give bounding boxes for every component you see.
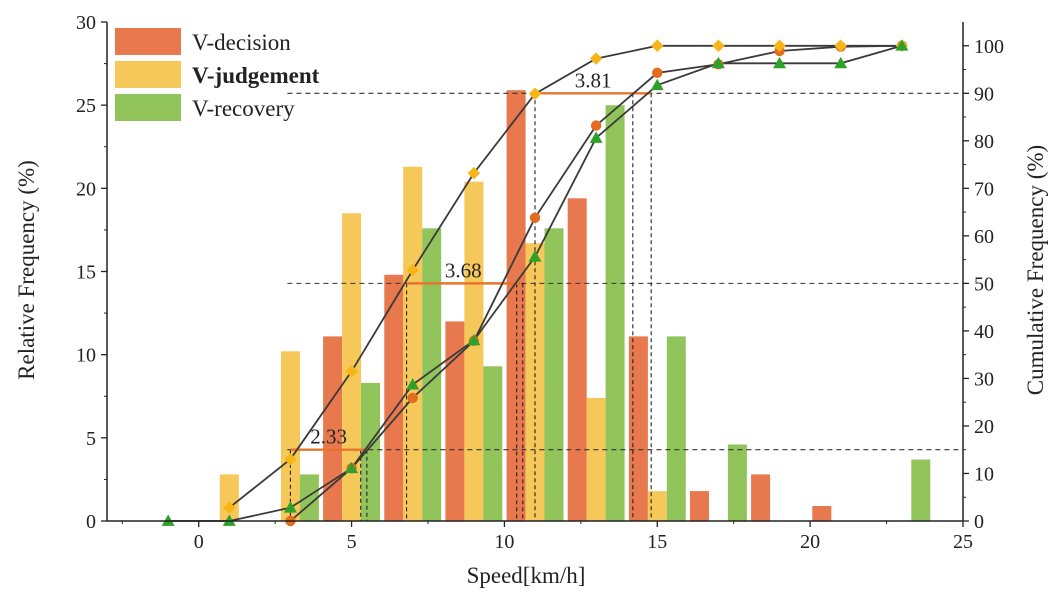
cumulative-line-judgement — [228, 44, 902, 509]
y2-tick-label: 50 — [974, 273, 994, 295]
percentile-width-label: 2.33 — [310, 425, 347, 449]
bar-recovery — [483, 366, 503, 521]
y2-tick-label: 80 — [974, 131, 994, 153]
bar-judgement — [586, 397, 606, 521]
cumulative-markers-layer — [161, 39, 909, 527]
y-tick-label: 20 — [76, 178, 96, 200]
y2-tick-label: 0 — [974, 511, 984, 533]
marker-judgement — [223, 501, 236, 514]
bar-recovery — [666, 336, 686, 521]
marker-judgement — [773, 39, 786, 52]
bar-decision — [751, 474, 771, 521]
marker-recovery — [283, 501, 297, 513]
bar-judgement — [219, 474, 239, 521]
marker-recovery — [467, 333, 481, 346]
legend-swatch-recovery — [115, 94, 181, 121]
legend: V-decision V-judgement V-recovery — [115, 28, 320, 121]
y-axis-title: Relative Frequency (%) — [14, 160, 39, 380]
y2-tick-label: 60 — [974, 226, 994, 248]
y-tick-label: 30 — [76, 12, 96, 34]
marker-recovery — [589, 131, 603, 143]
y2-tick-label: 10 — [974, 463, 994, 485]
bar-decision — [506, 90, 526, 521]
marker-judgement — [834, 39, 847, 52]
bar-judgement — [464, 181, 484, 521]
axes-layer: 0 5 10 15 20 25051015202530010203040506070809… — [76, 12, 1004, 553]
percentile-width-label: 3.68 — [445, 258, 482, 282]
marker-judgement — [712, 39, 725, 52]
bar-recovery — [361, 382, 380, 521]
marker-recovery — [222, 514, 236, 526]
bar-decision — [628, 336, 648, 521]
marker-decision — [529, 212, 541, 223]
x-tick-label: 5 — [347, 531, 357, 553]
bar-recovery — [911, 459, 931, 521]
marker-recovery — [406, 378, 420, 390]
bar-recovery — [727, 444, 747, 521]
bar-recovery — [605, 105, 625, 521]
bar-decision — [812, 506, 832, 521]
marker-judgement — [406, 263, 419, 277]
y2-tick-label: 30 — [974, 368, 994, 390]
x-tick-label: 25 — [953, 531, 973, 553]
legend-swatch-judgement — [115, 61, 181, 88]
marker-judgement — [589, 52, 603, 65]
marker-judgement — [284, 453, 297, 466]
bar-decision — [567, 198, 587, 522]
bar-judgement — [403, 166, 423, 521]
x-tick-label: 20 — [800, 531, 820, 553]
bar-decision — [384, 274, 404, 521]
y2-tick-label: 100 — [974, 36, 1004, 58]
x-tick-label: 10 — [494, 531, 514, 553]
marker-recovery — [650, 78, 664, 91]
bar-judgement — [281, 351, 300, 521]
legend-label-judgement: V-judgement — [192, 63, 320, 88]
bar-decision — [690, 491, 709, 521]
y-tick-label: 5 — [86, 428, 96, 450]
legend-label-decision: V-decision — [192, 30, 291, 55]
marker-recovery — [528, 250, 542, 262]
y2-tick-label: 20 — [974, 416, 994, 438]
bar-decision — [445, 321, 465, 521]
x-axis-title: Speed[km/h] — [467, 563, 586, 588]
legend-swatch-decision — [115, 28, 181, 55]
y2-tick-label: 40 — [974, 321, 994, 343]
legend-label-recovery: V-recovery — [192, 96, 295, 121]
marker-judgement — [651, 39, 664, 52]
marker-judgement — [528, 87, 542, 100]
y2-tick-label: 70 — [974, 178, 994, 200]
x-tick-label: 15 — [647, 531, 667, 553]
y-tick-label: 10 — [76, 345, 96, 367]
marker-judgement — [345, 365, 358, 378]
y-tick-label: 15 — [76, 262, 96, 284]
marker-decision — [590, 120, 602, 131]
bar-judgement — [647, 491, 667, 521]
marker-decision — [652, 67, 663, 79]
x-tick-label: 0 — [194, 531, 204, 553]
marker-recovery — [711, 56, 725, 69]
bars-layer — [219, 90, 931, 522]
bar-recovery — [544, 228, 564, 522]
y-tick-label: 25 — [76, 95, 96, 117]
marker-recovery — [895, 39, 909, 51]
marker-recovery — [345, 461, 359, 474]
marker-judgement — [467, 166, 481, 180]
marker-recovery — [773, 56, 787, 69]
marker-decision — [407, 392, 418, 404]
y2-tick-label: 90 — [974, 83, 994, 105]
bar-recovery — [422, 228, 442, 522]
y-tick-label: 0 — [86, 511, 96, 533]
y2-axis-title: Cumulative Frequency (%) — [1023, 145, 1048, 395]
bar-decision — [323, 336, 343, 521]
percentile-width-label: 3.81 — [575, 68, 612, 92]
marker-recovery — [161, 514, 175, 526]
reference-lines-layer: 2.33 3.68 3.81 — [287, 68, 963, 521]
marker-recovery — [834, 56, 848, 69]
